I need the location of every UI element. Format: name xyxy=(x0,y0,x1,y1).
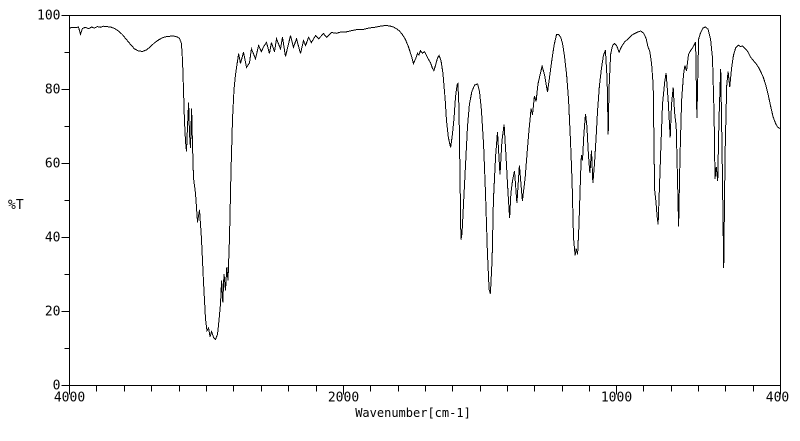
x-tick-label-2000: 2000 xyxy=(328,391,359,406)
x-axis-ticks: 4000 2000 1000 400 xyxy=(54,385,789,406)
y-tick-label-60: 60 xyxy=(45,157,61,172)
x-tick-label-400: 400 xyxy=(766,391,789,406)
y-axis-ticks: 0 20 40 60 80 100 xyxy=(37,9,70,394)
y-tick-label-100: 100 xyxy=(37,9,60,24)
y-tick-label-20: 20 xyxy=(45,305,61,320)
y-axis-title: %T xyxy=(8,198,24,213)
y-tick-label-40: 40 xyxy=(45,231,61,246)
spectrum-curve xyxy=(69,24,781,341)
x-axis-title: Wavenumber[cm-1] xyxy=(355,406,471,420)
y-tick-label-0: 0 xyxy=(53,379,61,394)
x-tick-label-1000: 1000 xyxy=(601,391,632,406)
plot-frame xyxy=(69,15,781,386)
x-tick-label-4000: 4000 xyxy=(54,391,85,406)
y-tick-label-80: 80 xyxy=(45,83,61,98)
